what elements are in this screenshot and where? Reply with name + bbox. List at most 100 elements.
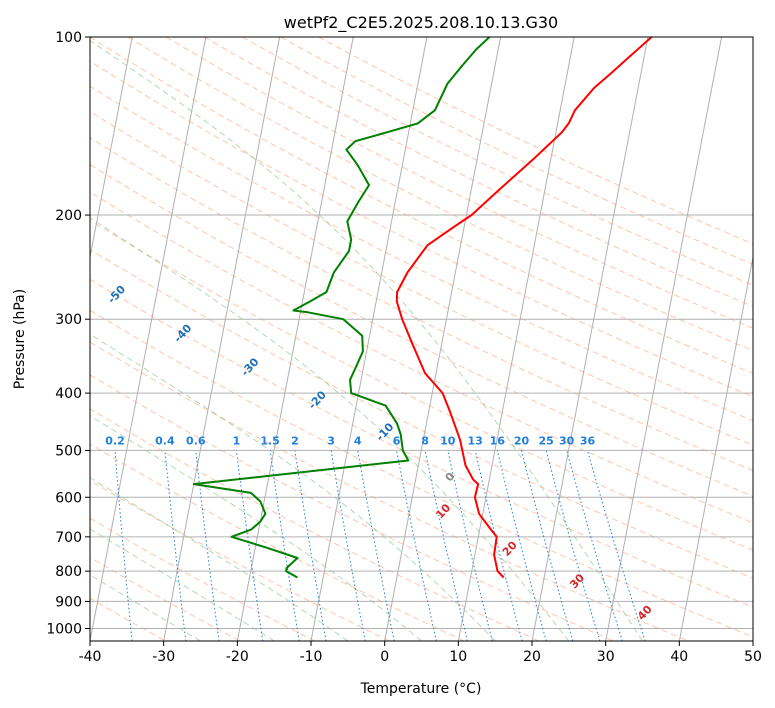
- x-tick-label: -40: [79, 649, 102, 665]
- mixing-ratio-label: 13: [468, 434, 483, 447]
- x-tick-label: -20: [226, 649, 249, 665]
- pressure-gridlines: [90, 37, 753, 629]
- dry-adiabat-line: [90, 374, 614, 641]
- mixing-ratio-line: [396, 450, 437, 641]
- mixing-ratio-line: [294, 450, 327, 641]
- mixing-ratio-line: [447, 450, 493, 641]
- height-label: -20: [306, 388, 329, 412]
- mixing-ratio-line: [496, 450, 547, 641]
- dry-adiabat-line: [90, 278, 753, 608]
- mixing-ratio-line: [474, 450, 523, 641]
- x-axis-label: Temperature (°C): [360, 681, 482, 697]
- dry-adiabat-line: [127, 37, 753, 352]
- y-tick-label: 600: [55, 490, 82, 506]
- dry-adiabat-line: [203, 37, 753, 308]
- mixing-ratio-label: 16: [490, 434, 506, 447]
- mixing-ratio-line: [545, 450, 601, 641]
- sounding-series: [192, 37, 653, 579]
- dry-adiabat-line: [90, 163, 753, 497]
- mixing-ratio-line: [357, 450, 395, 641]
- mixing-ratio-label: 1.5: [260, 434, 280, 447]
- chart-title: wetPf2_C2E5.2025.208.10.13.G30: [284, 13, 558, 33]
- mixing-ratio-line: [587, 450, 646, 641]
- isotherm-line: [605, 37, 723, 641]
- y-tick-label: 300: [55, 312, 82, 328]
- isotherms: [0, 37, 753, 641]
- height-label: -40: [171, 321, 194, 345]
- moist-adiabat-line: [90, 39, 643, 641]
- isotherm-line: [236, 37, 354, 641]
- mixing-ratio-label: 0.2: [105, 434, 125, 447]
- x-tick-label: 30: [597, 649, 615, 665]
- x-tick-label: 40: [670, 649, 688, 665]
- isotherm-line: [310, 37, 428, 641]
- rh-label: 20: [500, 538, 520, 558]
- isotherm-line: [90, 37, 207, 641]
- isotherm-line: [752, 638, 753, 641]
- mixing-ratio-label: 0.6: [186, 434, 206, 447]
- rh-label: 30: [567, 571, 587, 591]
- moist-adiabat-line: [90, 415, 422, 641]
- x-axis: -40 -30 -20 -10 0 10 20 30 40 50: [79, 641, 762, 665]
- dry-adiabat-line: [90, 443, 465, 641]
- height-label: -50: [105, 283, 128, 307]
- isotherm-line: [90, 37, 133, 260]
- height-label: -70: [0, 181, 1, 205]
- x-tick-label: 10: [449, 649, 467, 665]
- plot-area: -100-90-80-70-60-50-40-30-20-100 1020304…: [0, 37, 753, 641]
- dry-adiabat-line: [90, 341, 689, 641]
- mixing-ratio-line: [330, 450, 366, 641]
- dry-adiabat-line: [90, 408, 540, 641]
- mixing-ratio-label: 4: [354, 434, 362, 447]
- moist-adiabat-line: [90, 333, 496, 641]
- y-tick-label: 400: [55, 386, 82, 402]
- dry-adiabat-line: [90, 219, 753, 551]
- mixing-ratio-label: 36: [580, 434, 596, 447]
- mixing-ratio-label: 10: [440, 434, 456, 447]
- height-labels: -100-90-80-70-60-50-40-30-20-100: [0, 181, 458, 485]
- temperature-profile-line: [395, 37, 653, 579]
- height-label: -60: [41, 231, 64, 255]
- y-tick-label: 1000: [46, 622, 82, 638]
- dry-adiabat-line: [90, 517, 315, 641]
- isotherm-line: [531, 37, 649, 641]
- dry-adiabat-line: [242, 37, 753, 286]
- x-tick-label: 0: [380, 649, 389, 665]
- mixing-ratio-lines: [114, 450, 646, 641]
- mixing-ratio-line: [269, 450, 300, 641]
- dry-adiabat-line: [90, 60, 753, 398]
- mixing-ratio-line: [424, 450, 468, 641]
- mixing-ratio-label: 1: [233, 434, 241, 447]
- mixing-ratio-label: 25: [539, 434, 554, 447]
- mixing-ratio-line: [566, 450, 623, 641]
- height-label: 0: [443, 470, 458, 485]
- dry-adiabat-line: [90, 556, 241, 641]
- dry-adiabat-line: [90, 37, 753, 374]
- isotherm-line: [384, 37, 502, 641]
- y-axis: 100 200 300 400 500 600 700 800 900 1000: [46, 30, 90, 638]
- mixing-ratio-label: 20: [514, 434, 530, 447]
- dry-adiabats: [90, 37, 753, 641]
- y-tick-label: 900: [55, 594, 82, 610]
- mixing-ratio-label: 3: [327, 434, 335, 447]
- mixing-ratio-label: 30: [559, 434, 575, 447]
- dry-adiabat-line: [318, 37, 753, 245]
- x-tick-label: 50: [744, 649, 762, 665]
- y-axis-label: Pressure (hPa): [12, 289, 28, 389]
- mixing-ratio-labels: 0.1 0.2 0.4 0.6 1 1.5 2 3 4 6 8 10 13 16 20 25 30 36: [105, 434, 596, 447]
- isotherm-line: [0, 37, 59, 641]
- y-tick-label: 500: [55, 443, 82, 459]
- isotherm-line: [678, 254, 753, 641]
- moist-adiabat-line: [90, 528, 275, 641]
- mixing-ratio-label: 8: [421, 434, 429, 447]
- dry-adiabat-line: [90, 248, 753, 579]
- mixing-ratio-label: 0.4: [155, 434, 175, 447]
- plot-frame: [89, 36, 754, 642]
- x-tick-label: -30: [152, 649, 175, 665]
- dry-adiabat-line: [90, 111, 753, 446]
- dry-adiabat-line: [90, 309, 753, 638]
- moist-adiabats: [90, 39, 643, 641]
- isotherm-line: [163, 37, 281, 641]
- dry-adiabat-line: [90, 479, 390, 641]
